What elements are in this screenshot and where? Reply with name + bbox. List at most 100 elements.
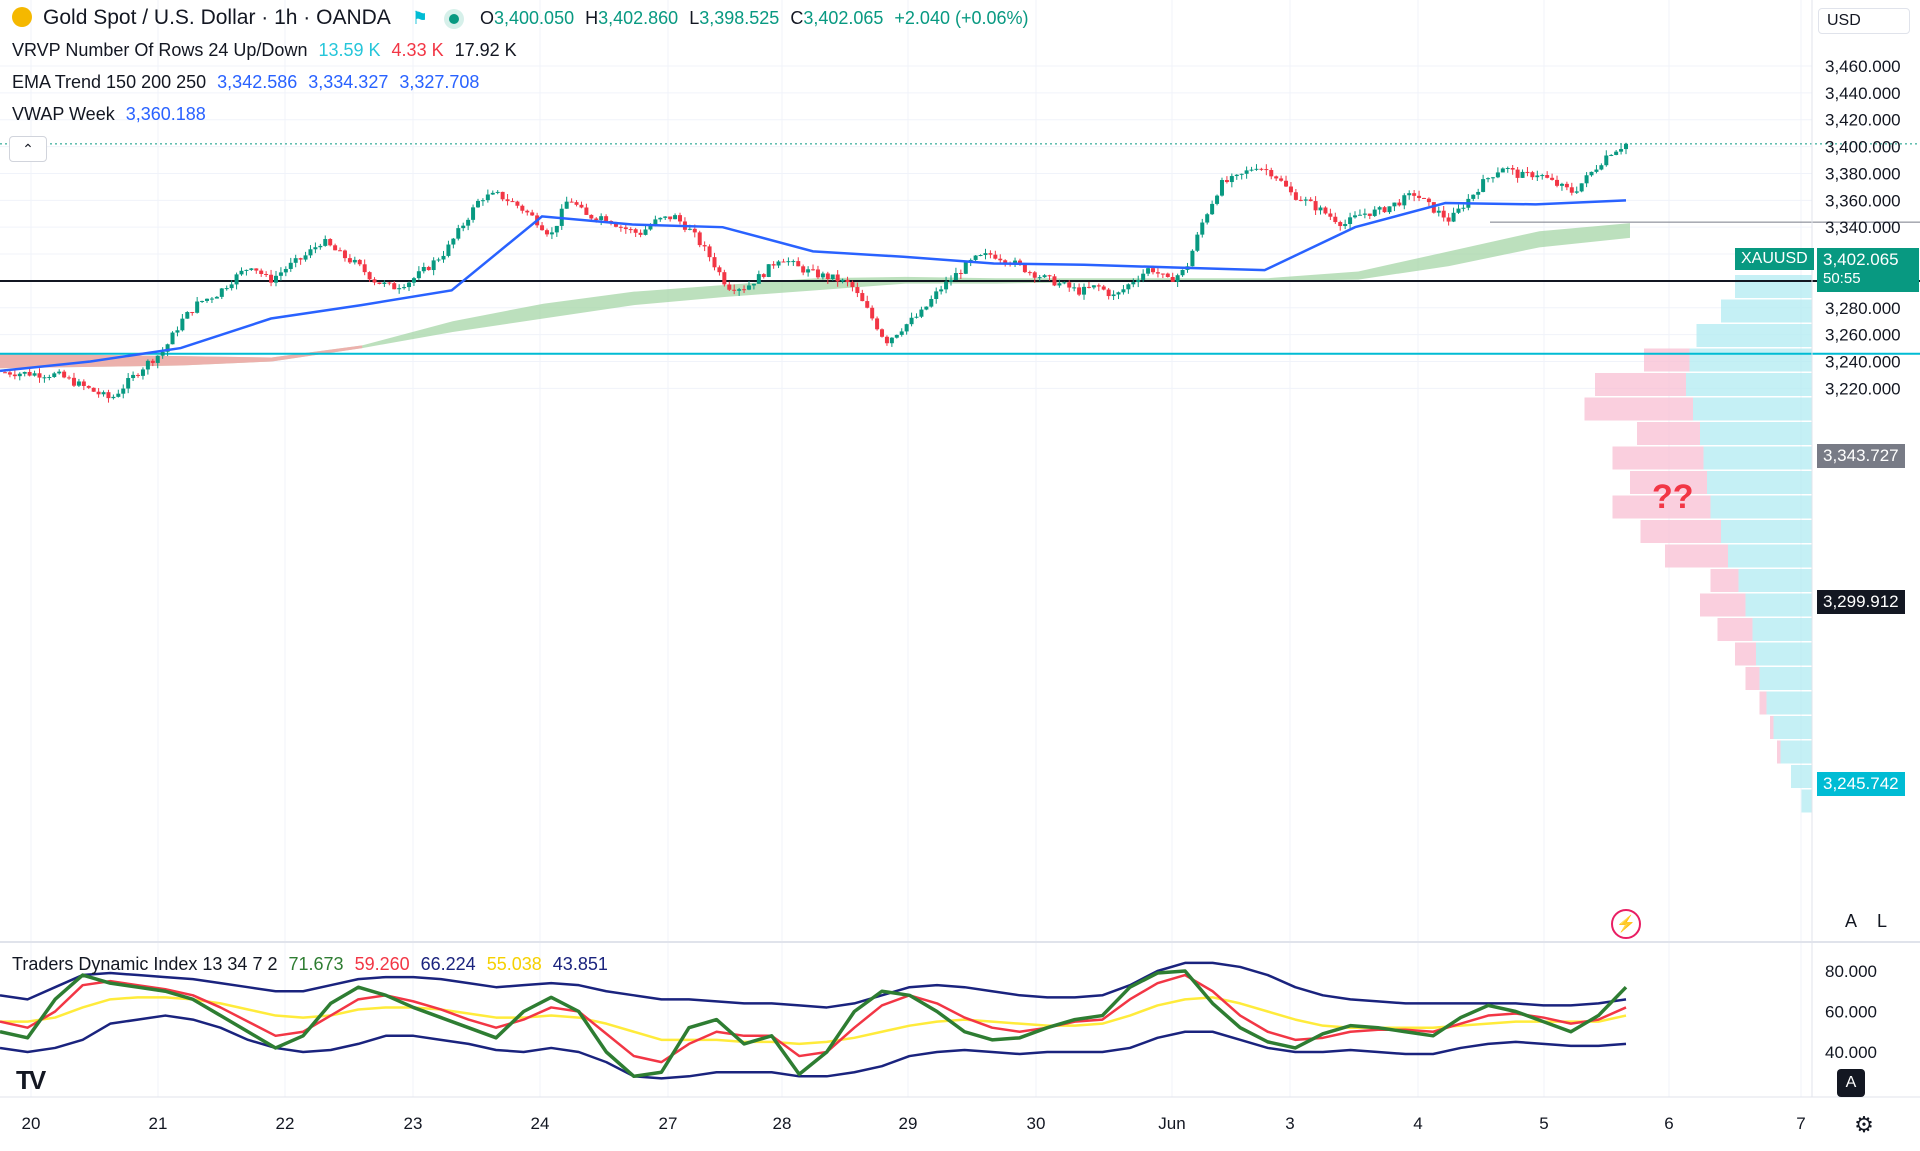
vrvp-legend[interactable]: VRVP Number Of Rows 24 Up/Down 13.59 K 4… <box>12 40 523 61</box>
candle-body <box>101 392 106 395</box>
candle-body <box>1604 155 1609 166</box>
candle-body <box>126 378 131 389</box>
candle-body <box>328 239 333 246</box>
candle-body <box>924 306 929 310</box>
symbol-title[interactable]: Gold Spot / U.S. Dollar · 1h · OANDA <box>43 6 391 29</box>
volume-profile-down-bar <box>1595 373 1686 396</box>
symbol-badge: XAUUSD <box>1735 248 1814 270</box>
candle-body <box>1589 171 1594 176</box>
candle-body <box>1619 149 1624 152</box>
candle-body <box>1328 213 1333 217</box>
candle-body <box>1318 207 1323 211</box>
price-tick-label: 3,460.000 <box>1825 57 1901 76</box>
vrvp-up: 13.59 K <box>318 40 381 60</box>
candle-body <box>1451 212 1456 222</box>
candle-body <box>121 388 126 394</box>
volume-profile-down-bar <box>1700 593 1746 617</box>
auto-scale-button-tdi[interactable]: A <box>1837 1069 1865 1097</box>
candle-body <box>919 309 924 317</box>
candle-body <box>825 273 830 280</box>
candle-body <box>3 372 7 374</box>
volume-profile-up-bar <box>1696 324 1812 347</box>
candle-body <box>357 259 362 265</box>
ema-legend[interactable]: EMA Trend 150 200 250 3,342.586 3,334.32… <box>12 72 485 93</box>
candle-body <box>732 289 737 291</box>
candle-body <box>288 262 293 269</box>
candle-body <box>1476 191 1481 195</box>
flag-icon[interactable]: ⚑ <box>411 8 428 28</box>
price-tick-label: 3,440.000 <box>1825 84 1901 103</box>
candle-body <box>185 312 190 319</box>
candle-body <box>737 289 742 291</box>
candle-body <box>1003 260 1008 264</box>
price-tick-label: 3,360.000 <box>1825 191 1901 210</box>
time-tick-label: 28 <box>773 1114 792 1133</box>
candle-body <box>751 283 756 286</box>
candle-body <box>1357 214 1362 216</box>
candle-body <box>1180 269 1185 276</box>
candle-body <box>1446 217 1451 222</box>
vwap-legend[interactable]: VWAP Week 3,360.188 <box>12 104 212 125</box>
candle-body <box>830 274 835 280</box>
candle-body <box>771 264 776 266</box>
candle-body <box>1441 210 1446 218</box>
candle-body <box>362 264 367 273</box>
candle-body <box>604 216 609 221</box>
candle-body <box>1274 176 1279 179</box>
tdi-legend[interactable]: Traders Dynamic Index 13 34 7 2 71.673 5… <box>12 954 614 975</box>
vwap-label: VWAP Week <box>12 104 115 124</box>
candle-body <box>1397 202 1402 206</box>
candle-body <box>663 216 668 218</box>
candle-body <box>1353 215 1358 218</box>
question-annotation[interactable]: ?? <box>1652 478 1694 516</box>
candle-body <box>461 225 466 229</box>
time-tick-label: 30 <box>1027 1114 1046 1133</box>
candle-body <box>850 282 855 288</box>
candle-body <box>929 298 934 307</box>
candle-body <box>628 229 633 231</box>
volume-profile-down-bar <box>1630 471 1707 494</box>
candle-body <box>318 245 323 248</box>
candle-body <box>1111 294 1116 297</box>
candle-body <box>835 274 840 282</box>
candle-body <box>431 260 436 271</box>
volume-profile-down-bar <box>1770 716 1774 739</box>
volume-profile <box>1584 275 1812 813</box>
candle-body <box>678 215 683 222</box>
volume-profile-up-bar <box>1707 471 1812 494</box>
candle-body <box>914 316 919 318</box>
candle-body <box>1431 202 1436 213</box>
candle-body <box>899 331 904 335</box>
candle-body <box>411 278 416 283</box>
lightning-icon[interactable]: ⚡ <box>1611 909 1641 939</box>
candle-body <box>17 373 22 377</box>
candle-body <box>106 392 111 399</box>
candle-body <box>589 214 594 219</box>
candle-body <box>1377 207 1382 210</box>
candle-body <box>27 371 32 376</box>
log-scale-button[interactable]: L <box>1876 910 1887 931</box>
ema-band-area <box>0 223 1630 369</box>
candle-body <box>633 229 638 233</box>
candle-body <box>76 381 81 386</box>
candle-body <box>1338 222 1343 227</box>
tdi-rsi-line <box>0 969 1628 1079</box>
candle-body <box>1022 264 1027 273</box>
candlestick-series <box>3 142 1628 403</box>
traders-dynamic-index-pane <box>0 961 1628 1080</box>
volume-profile-up-bar <box>1780 740 1812 764</box>
candle-body <box>1392 202 1397 207</box>
candle-body <box>1564 183 1569 188</box>
candle-body <box>1348 217 1353 225</box>
candle-body <box>1062 282 1067 284</box>
candle-body <box>1032 272 1037 278</box>
candle-body <box>333 245 338 251</box>
settings-gear-icon[interactable]: ⚙ <box>1854 1112 1874 1137</box>
volume-profile-up-bar <box>1686 373 1812 396</box>
auto-scale-button[interactable]: A <box>1844 910 1857 931</box>
candle-body <box>1067 282 1072 288</box>
candle-body <box>37 373 42 378</box>
collapse-legend-button[interactable]: ⌃ <box>9 136 47 162</box>
currency-select[interactable]: USD <box>1818 8 1910 34</box>
